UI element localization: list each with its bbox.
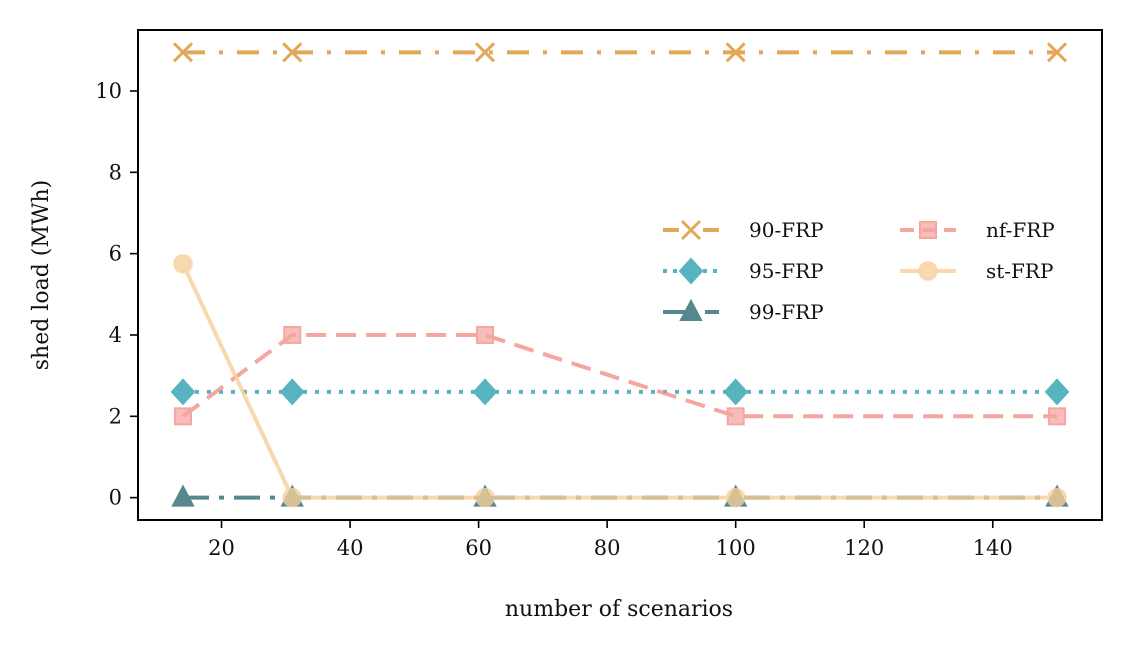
legend-marker-99-frp: [679, 298, 703, 321]
series-line-nf-frp: [181, 332, 1058, 419]
data-point-nf-frp: [726, 407, 745, 426]
legend-label-95-frp: 95-FRP: [749, 259, 824, 283]
legend-entry-nf-frp: [900, 221, 956, 239]
y-tick-label: 8: [109, 160, 122, 184]
data-point-st-frp: [282, 487, 302, 508]
x-tick-label: 140: [973, 536, 1013, 560]
data-point-nf-frp: [283, 325, 302, 344]
data-point-90-frp: [474, 42, 496, 63]
x-tick-label: 120: [844, 536, 884, 560]
plot-frame: [137, 29, 1103, 521]
legend-entry-90-frp: [663, 219, 719, 241]
data-point-95-frp: [279, 378, 305, 406]
x-tick-label: 80: [594, 536, 621, 560]
y-axis-title: shed load (MWh): [29, 180, 54, 371]
data-point-nf-frp: [173, 407, 192, 426]
data-point-95-frp: [723, 378, 749, 406]
data-point-nf-frp: [476, 325, 495, 344]
x-tick-label: 100: [716, 536, 756, 560]
data-point-90-frp: [1046, 42, 1068, 63]
data-point-st-frp: [173, 254, 193, 274]
legend-label-99-frp: 99-FRP: [749, 300, 824, 324]
y-tick-label: 0: [109, 486, 122, 510]
legend: 90-FRP 95-FRP 99-FRP nf-FRP st-FRP: [663, 218, 1055, 324]
legend-marker-nf-frp: [919, 221, 937, 239]
data-point-st-frp: [725, 487, 746, 508]
legend-marker-st-frp: [918, 261, 938, 281]
x-tick-label: 20: [208, 536, 235, 560]
y-tick-label: 2: [109, 404, 122, 428]
y-tick-label: 10: [95, 79, 122, 103]
data-point-90-frp: [725, 42, 746, 63]
legend-label-st-frp: st-FRP: [986, 259, 1053, 283]
series-nf-frp: [173, 325, 1067, 426]
x-tick-label: 60: [465, 536, 492, 560]
data-point-95-frp: [1044, 378, 1070, 406]
legend-entry-99-frp: [663, 298, 719, 321]
y-tick-label: 6: [109, 242, 122, 266]
data-point-st-frp: [1047, 487, 1067, 508]
legend-marker-95-frp: [678, 257, 704, 285]
x-axis-ticks: 20 40 60 80 100 120 140: [208, 520, 1013, 560]
x-tick-label: 40: [337, 536, 364, 560]
legend-marker-90-frp: [680, 219, 702, 241]
y-axis-ticks: 0 2 4 6 8 10: [95, 79, 138, 510]
legend-label-nf-frp: nf-FRP: [986, 218, 1055, 242]
legend-label-90-frp: 90-FRP: [749, 218, 824, 242]
y-tick-label: 4: [109, 323, 122, 347]
data-point-95-frp: [170, 378, 196, 406]
x-axis-title: number of scenarios: [505, 597, 733, 622]
legend-entry-95-frp: [663, 257, 719, 285]
legend-entry-st-frp: [900, 261, 956, 281]
plot-area: [170, 42, 1070, 508]
series-90-frp: [172, 42, 1068, 63]
data-point-st-frp: [475, 487, 495, 508]
series-95-frp: [170, 378, 1070, 406]
data-point-90-frp: [172, 42, 194, 63]
data-point-90-frp: [282, 42, 303, 63]
data-point-nf-frp: [1048, 407, 1067, 426]
data-point-95-frp: [472, 378, 498, 406]
data-point-99-frp: [171, 484, 195, 507]
series-st-frp: [173, 254, 1067, 508]
